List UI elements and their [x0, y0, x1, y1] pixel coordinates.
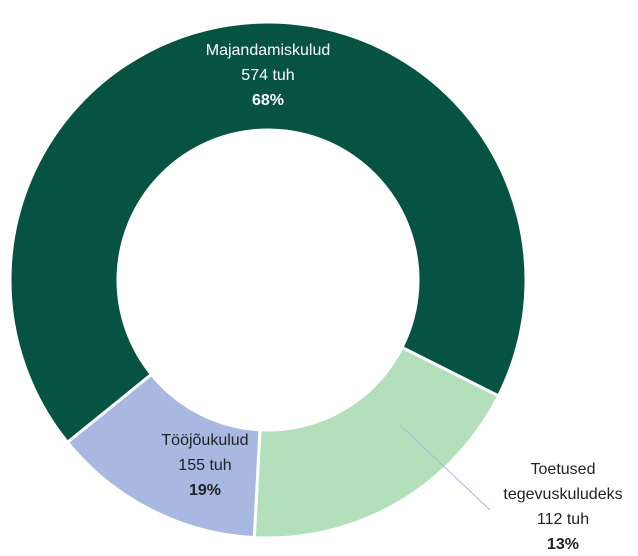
percent-label: 13%: [546, 536, 580, 553]
donut-slice: [252, 345, 501, 540]
value-label: 155 tuh: [178, 457, 232, 474]
percent-label: 19%: [188, 482, 222, 499]
slice-label: Majandamiskulud 574 tuh 68%: [168, 38, 368, 113]
category-label: Toetused tegevuskuludeks: [503, 461, 623, 503]
slice-label: Toetused tegevuskuludeks 112 tuh 13%: [493, 457, 633, 556]
category-label: Tööjõukulud: [161, 432, 249, 449]
value-label: 112 tuh: [536, 511, 590, 528]
slice-label: Tööjõukulud 155 tuh 19%: [115, 428, 295, 503]
percent-label: 68%: [251, 92, 285, 109]
value-label: 574 tuh: [241, 67, 295, 84]
category-label: Majandamiskulud: [205, 42, 331, 59]
leader-line: [399, 424, 491, 511]
donut-slice: [65, 372, 262, 540]
donut-slice: [8, 20, 528, 445]
